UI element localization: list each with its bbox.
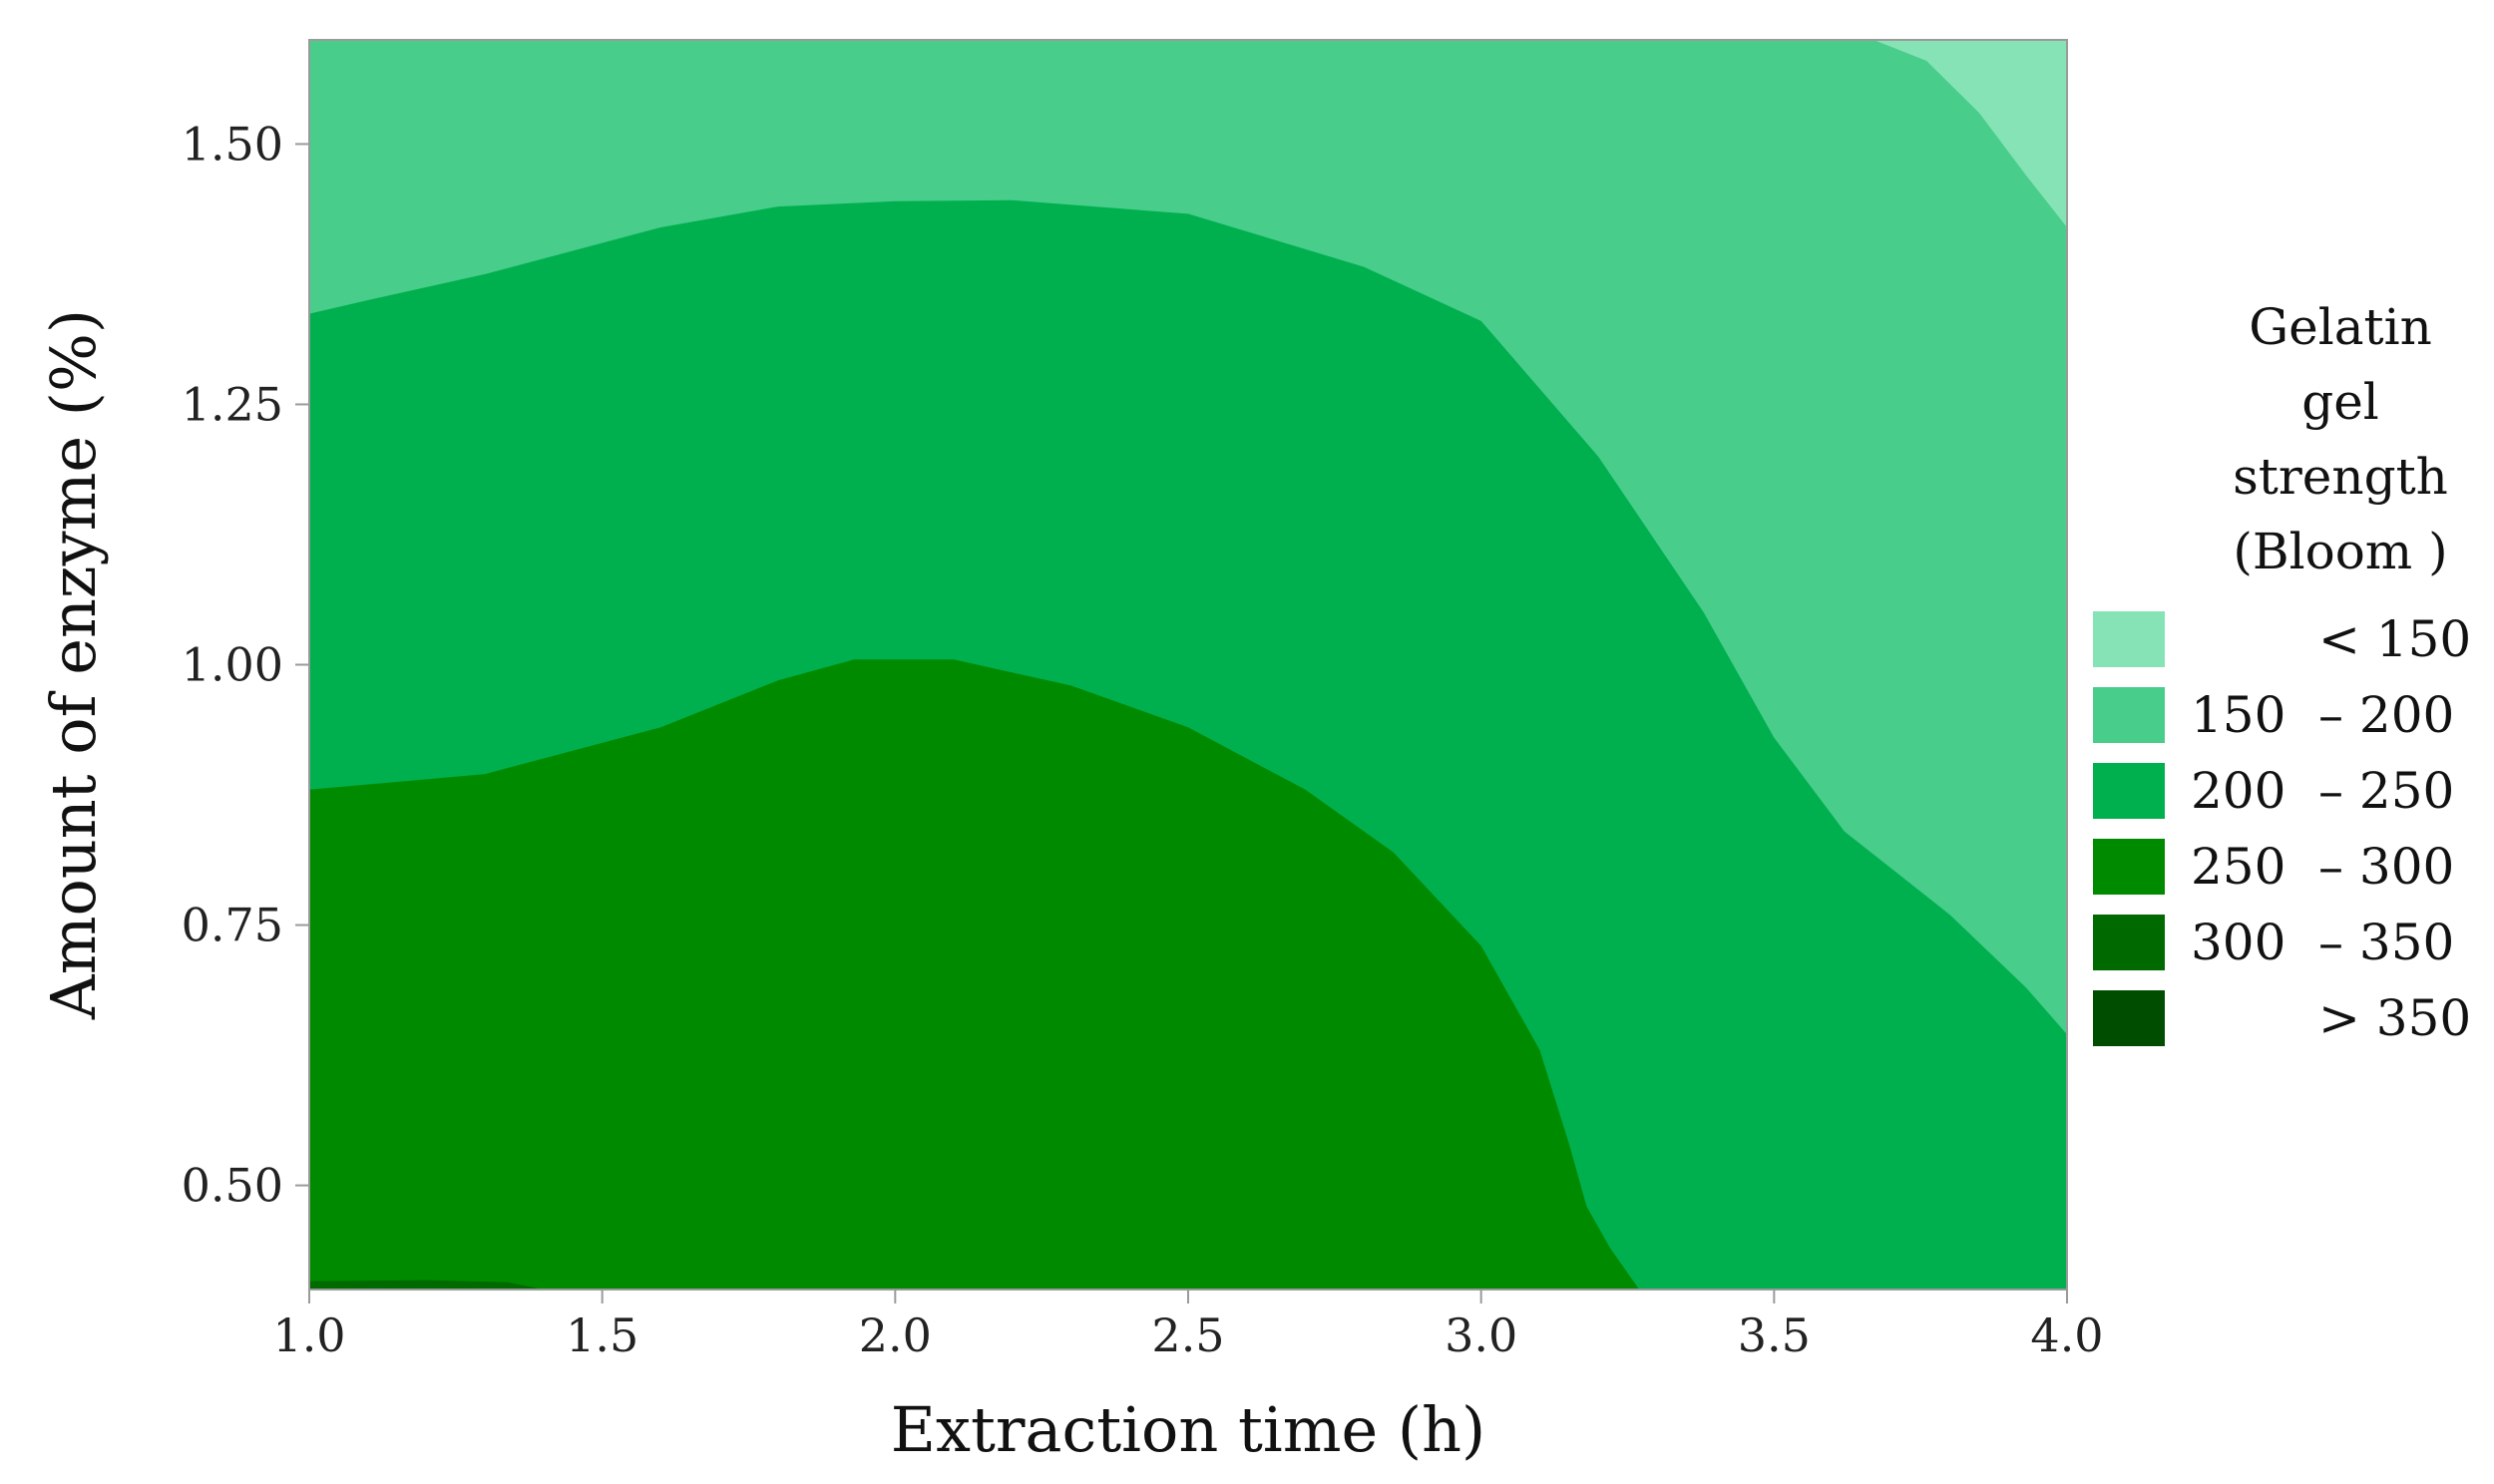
legend-title-line: (Bloom ) — [2233, 523, 2447, 580]
x-tick-label: 2.0 — [859, 1308, 932, 1362]
legend-swatch — [2093, 687, 2165, 743]
contour-region-150 — [1873, 40, 2067, 227]
legend-label-high: > 350 — [2318, 989, 2471, 1047]
legend-label-high: – 300 — [2318, 838, 2454, 896]
x-tick-label: 1.5 — [566, 1308, 638, 1362]
y-tick-label: 1.25 — [182, 377, 283, 431]
x-tick-label: 3.0 — [1445, 1308, 1517, 1362]
legend: Gelatin gel strength (Bloom ) < 150 150 – 200 2… — [2093, 298, 2471, 1047]
x-tick-label: 4.0 — [2030, 1308, 2103, 1362]
legend-label-low: 200 — [2191, 762, 2286, 820]
x-tick-label: 2.5 — [1151, 1308, 1224, 1362]
legend-label-low: 150 — [2191, 686, 2286, 744]
y-tick-label: 1.50 — [182, 117, 283, 171]
legend-swatch — [2093, 611, 2165, 667]
x-axis: 1.0 1.5 2.0 2.5 3.0 3.5 4.0 — [272, 1290, 2104, 1362]
contour-region-300-350 — [309, 1280, 544, 1290]
y-tick-label: 0.75 — [182, 899, 283, 952]
legend-label-low: 250 — [2191, 838, 2286, 896]
legend-label-high: – 200 — [2318, 686, 2454, 744]
legend-title-line: strength — [2233, 448, 2448, 506]
legend-label-high: – 350 — [2318, 914, 2454, 971]
legend-label-high: – 250 — [2318, 762, 2454, 820]
legend-swatch — [2093, 839, 2165, 895]
y-tick-label: 0.50 — [182, 1159, 283, 1213]
legend-swatch — [2093, 915, 2165, 970]
contour-region-250-300 — [309, 659, 1640, 1290]
legend-label-low: 300 — [2191, 914, 2286, 971]
legend-title-line: gel — [2301, 373, 2379, 431]
y-tick-label: 1.00 — [182, 638, 283, 692]
legend-swatch — [2093, 990, 2165, 1046]
x-tick-label: 1.0 — [272, 1308, 345, 1362]
x-tick-label: 3.5 — [1738, 1308, 1811, 1362]
y-axis: 0.50 0.75 1.00 1.25 1.50 — [182, 117, 309, 1213]
legend-label-high: < 150 — [2318, 610, 2471, 668]
contour-regions — [309, 40, 2067, 1290]
legend-title-line: Gelatin — [2249, 298, 2432, 356]
x-axis-title: Extraction time (h) — [891, 1393, 1485, 1466]
y-axis-title: Amount of enzyme (%) — [37, 309, 110, 1020]
legend-swatch — [2093, 763, 2165, 819]
